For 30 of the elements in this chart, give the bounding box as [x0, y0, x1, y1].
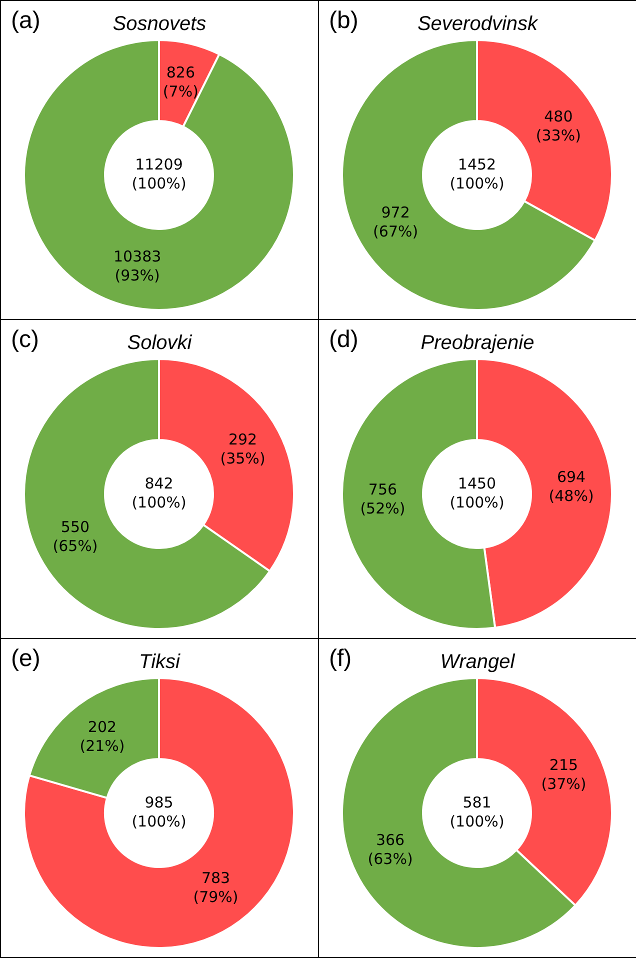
text: (a)	[11, 7, 40, 35]
chart-title: Wrangel	[440, 651, 515, 673]
data-label: 202 (21%)	[80, 718, 125, 755]
text: 581 (100%)	[450, 793, 504, 830]
text: 985 (100%)	[132, 793, 186, 830]
data-label: 215 (37%)	[541, 756, 586, 793]
text: 11209 (100%)	[132, 155, 186, 192]
data-label: 366 (63%)	[368, 830, 413, 868]
text: (f)	[329, 645, 352, 673]
text: (e)	[11, 645, 40, 673]
chart-title: Tiksi	[139, 651, 180, 673]
data-label: 480 (33%)	[536, 107, 581, 144]
chart-title: Solovki	[127, 332, 192, 354]
chart-title: Severodvinsk	[417, 13, 538, 35]
data-label: 550 (65%)	[52, 518, 98, 556]
data-label: 783 (79%)	[193, 868, 238, 906]
chart-title: Sosnovets	[112, 13, 206, 35]
text: (b)	[329, 7, 358, 35]
text: 842 (100%)	[132, 474, 186, 512]
data-label: 826 (7%)	[162, 63, 198, 100]
text: (c)	[11, 326, 39, 354]
text: (d)	[329, 326, 358, 354]
data-label: 756 (52%)	[360, 480, 406, 518]
data-label: 10383 (93%)	[113, 247, 162, 284]
text: 1450 (100%)	[450, 474, 504, 512]
data-label: 694 (48%)	[548, 468, 594, 506]
text: 1452 (100%)	[450, 155, 504, 192]
chart-title: Preobrajenie	[420, 332, 534, 354]
data-label: 972 (67%)	[373, 203, 418, 240]
data-label: 292 (35%)	[220, 430, 266, 468]
